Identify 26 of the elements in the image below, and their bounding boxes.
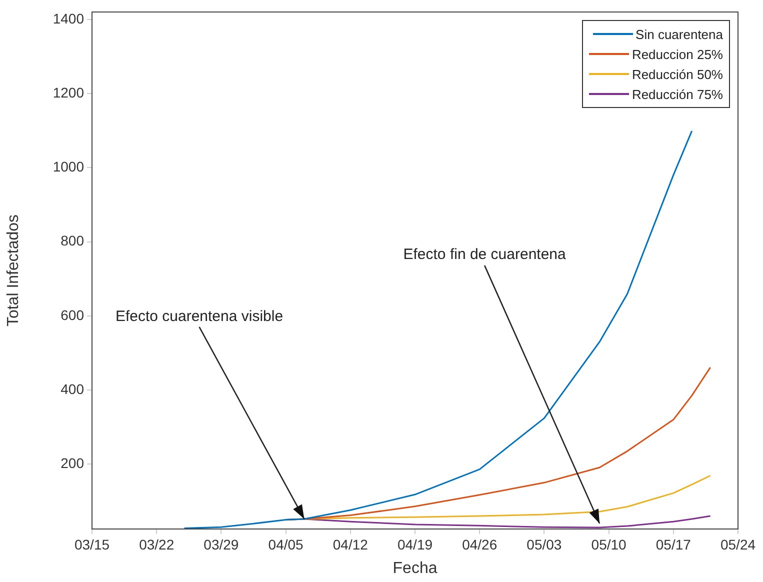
x-tick-label: 03/15 [74, 536, 110, 552]
x-tick-label: 04/12 [332, 536, 368, 552]
y-tick-label: 600 [60, 306, 84, 323]
y-tick-label: 800 [60, 232, 84, 249]
x-axis-title: Fecha [392, 560, 438, 577]
legend-label: Reducción 75% [632, 86, 723, 102]
y-tick-label: 200 [60, 455, 84, 472]
y-tick-label: 1400 [52, 10, 84, 26]
y-axis-title: Total Infectados [5, 214, 22, 327]
legend-label: Reduccion 25% [632, 46, 723, 62]
annotation: Efecto cuarentena visible [115, 308, 284, 325]
legend-label: Reducción 50% [632, 66, 723, 82]
legend-label: Sin cuarentena [636, 26, 723, 42]
x-tick-label: 05/10 [591, 536, 627, 552]
x-tick-label: 04/19 [397, 536, 433, 552]
x-tick-label: 05/24 [720, 536, 756, 552]
y-tick-label: 1000 [52, 158, 84, 175]
x-tick-label: 04/05 [268, 536, 304, 552]
annotation: Efecto fin de cuarentena [403, 246, 566, 264]
x-tick-label: 03/29 [204, 536, 239, 552]
y-tick-label: 1200 [52, 84, 84, 100]
x-tick-label: 05/03 [526, 536, 562, 552]
y-tick-label: 400 [60, 380, 84, 397]
x-tick-label: 04/26 [462, 536, 498, 552]
x-tick-label: 05/17 [656, 536, 692, 552]
x-tick-label: 03/22 [139, 536, 174, 552]
